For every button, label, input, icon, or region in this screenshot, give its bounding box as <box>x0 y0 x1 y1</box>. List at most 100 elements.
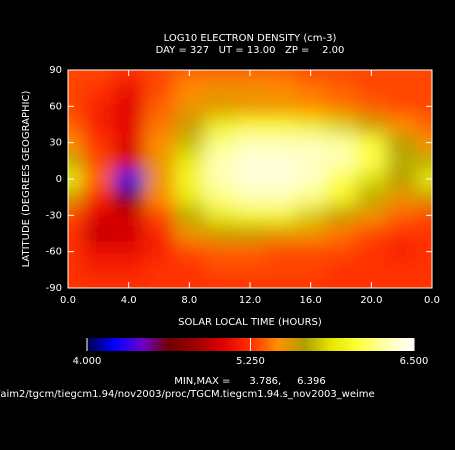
cell <box>143 224 175 244</box>
cell <box>416 242 432 262</box>
cell <box>416 224 432 244</box>
cell <box>113 188 145 207</box>
cell <box>204 115 236 135</box>
cell <box>204 260 236 280</box>
colorbar-tick-label: 4.000 <box>73 356 102 367</box>
colorbar-tick-label: 5.250 <box>236 356 265 367</box>
chart-title: LOG10 ELECTRON DENSITY (cm-3) <box>164 33 337 44</box>
cell <box>113 115 145 135</box>
cell <box>265 278 296 288</box>
cell <box>295 115 327 135</box>
x-tick-label: 0.0 <box>60 295 76 306</box>
x-tick-label: 0.0 <box>424 295 440 306</box>
cell <box>356 115 387 135</box>
cell <box>356 133 387 153</box>
cell <box>204 206 236 225</box>
cell <box>113 224 145 244</box>
cell <box>295 206 327 225</box>
cell <box>325 151 357 171</box>
cell <box>356 169 387 189</box>
cell <box>234 206 266 225</box>
cell <box>68 97 84 116</box>
cell <box>265 97 296 116</box>
cell <box>265 79 296 98</box>
cell <box>416 188 432 207</box>
cell <box>174 115 205 135</box>
cell <box>325 224 357 244</box>
cell <box>325 70 357 80</box>
cell <box>68 224 84 244</box>
cell <box>174 224 205 244</box>
cell <box>174 133 205 153</box>
cell <box>68 151 84 171</box>
cell <box>386 79 418 98</box>
cell <box>325 169 357 189</box>
cell <box>265 260 296 280</box>
cell <box>174 169 205 189</box>
cell <box>295 242 327 262</box>
cell <box>83 242 114 262</box>
cell <box>68 115 84 135</box>
cell <box>113 133 145 153</box>
cell <box>143 188 175 207</box>
cell <box>68 278 84 288</box>
cell <box>325 133 357 153</box>
cell <box>234 169 266 189</box>
cell <box>143 169 175 189</box>
cell <box>143 97 175 116</box>
cell <box>113 151 145 171</box>
cell <box>174 79 205 98</box>
cell <box>265 151 296 171</box>
cell <box>113 169 145 189</box>
cell <box>295 151 327 171</box>
cell <box>325 188 357 207</box>
cell <box>295 169 327 189</box>
cell <box>204 169 236 189</box>
x-tick-label: 20.0 <box>360 295 382 306</box>
cell <box>386 151 418 171</box>
cell <box>234 151 266 171</box>
cell <box>143 70 175 80</box>
cell <box>416 260 432 280</box>
cell <box>265 115 296 135</box>
cell <box>234 188 266 207</box>
cell <box>325 115 357 135</box>
cell <box>416 97 432 116</box>
cell <box>386 278 418 288</box>
x-axis-label: SOLAR LOCAL TIME (HOURS) <box>178 317 322 328</box>
cell <box>143 151 175 171</box>
cell <box>174 97 205 116</box>
cell <box>204 97 236 116</box>
cell <box>68 260 84 280</box>
cell <box>174 206 205 225</box>
y-tick-label: 0 <box>56 174 62 185</box>
cell <box>234 242 266 262</box>
cell <box>204 242 236 262</box>
cell <box>356 206 387 225</box>
cell <box>204 278 236 288</box>
cell <box>143 260 175 280</box>
cell <box>83 260 114 280</box>
cell <box>83 151 114 171</box>
cell <box>83 206 114 225</box>
cell <box>204 70 236 80</box>
cell <box>234 115 266 135</box>
cell <box>234 133 266 153</box>
cell <box>234 79 266 98</box>
cell <box>265 188 296 207</box>
cell <box>265 133 296 153</box>
cell <box>265 169 296 189</box>
cell <box>113 242 145 262</box>
cell <box>356 188 387 207</box>
cell <box>416 115 432 135</box>
cell <box>356 151 387 171</box>
cell <box>295 79 327 98</box>
cell <box>83 115 114 135</box>
file-path: /aim2/tgcm/tiegcm1.94/nov2003/proc/TGCM.… <box>0 389 375 400</box>
cell <box>143 278 175 288</box>
cell <box>295 188 327 207</box>
cell <box>83 224 114 244</box>
stats-text: MIN,MAX = 3.786, 6.396 <box>174 376 326 387</box>
